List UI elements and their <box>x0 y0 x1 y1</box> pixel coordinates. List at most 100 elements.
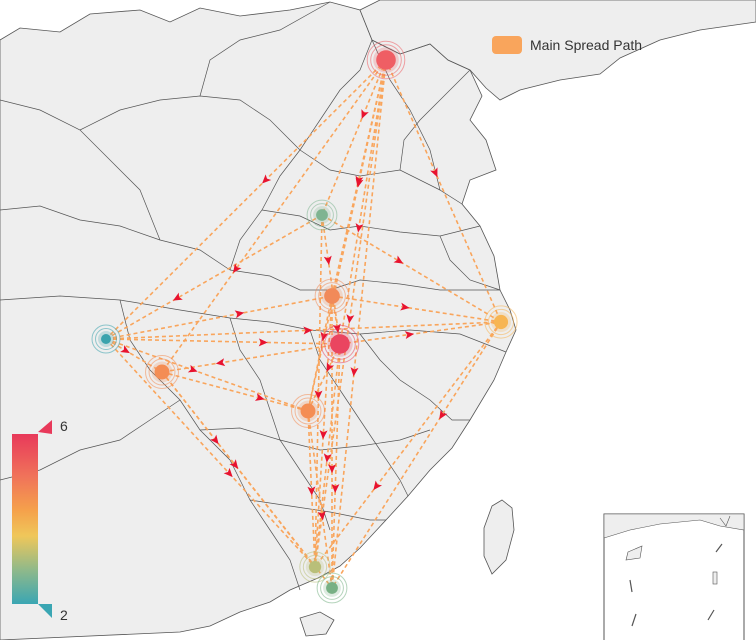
path-arrow <box>373 480 383 491</box>
path-arrow <box>346 314 355 324</box>
outbreak-node[interactable] <box>316 572 348 604</box>
spread-path <box>331 59 387 589</box>
spread-path <box>161 59 387 373</box>
path-arrow <box>254 393 265 401</box>
spread-path <box>105 59 387 340</box>
spread-path <box>314 343 341 568</box>
path-arrow <box>258 338 268 347</box>
path-arrow <box>328 464 336 474</box>
spread-path <box>339 59 387 345</box>
spread-path <box>161 371 333 589</box>
taiwan-island <box>483 499 515 575</box>
outbreak-node[interactable] <box>91 324 121 354</box>
node-ripple-ring <box>145 355 179 389</box>
path-arrow <box>355 223 364 233</box>
visual-map-max-label: 6 <box>60 418 68 434</box>
legend-label: Main Spread Path <box>530 37 643 53</box>
path-arrow <box>215 358 226 367</box>
spread-path <box>331 295 502 323</box>
outbreak-node[interactable] <box>299 551 331 583</box>
hainan-island <box>299 611 335 637</box>
node-ripple-ring <box>299 551 331 583</box>
path-arrow <box>314 390 323 400</box>
path-arrow <box>326 362 335 372</box>
legend-swatch <box>492 36 522 54</box>
path-arrow <box>303 326 313 335</box>
outbreak-nodes <box>91 40 518 604</box>
node-ripple-ring <box>91 324 121 354</box>
visual-map-bar <box>12 434 38 604</box>
outbreak-node[interactable] <box>366 40 406 80</box>
path-arrow <box>323 453 332 463</box>
path-arrow <box>400 302 410 311</box>
node-ripple-ring <box>318 282 346 310</box>
spread-path <box>105 295 333 340</box>
node-ripple-ring <box>487 308 515 336</box>
visual-map-max-handle[interactable] <box>38 420 52 434</box>
path-arrow <box>229 459 239 469</box>
outbreak-node[interactable] <box>484 305 518 339</box>
node-ripple-ring <box>370 44 402 76</box>
spread-path <box>331 321 502 589</box>
outbreak-node[interactable] <box>306 199 338 231</box>
outbreak-node[interactable] <box>314 278 350 314</box>
path-arrow <box>223 467 233 478</box>
spread-path <box>307 59 387 412</box>
node-ripple-ring <box>310 203 334 227</box>
node-ripple-ring <box>302 554 328 580</box>
spread-path <box>314 321 502 568</box>
south-sea-inset <box>603 513 745 640</box>
path-arrow <box>187 364 198 373</box>
node-dot <box>376 50 396 70</box>
node-dot <box>300 403 316 419</box>
node-dot <box>101 334 111 344</box>
node-ripple-ring <box>95 328 117 350</box>
node-ripple-ring <box>148 358 176 386</box>
node-dot <box>154 364 170 380</box>
visual-map[interactable] <box>12 420 52 618</box>
node-ripple-ring <box>320 576 344 600</box>
outbreak-node[interactable] <box>145 355 179 389</box>
node-dot <box>308 560 322 574</box>
path-arrow <box>393 255 404 264</box>
spread-path <box>314 59 387 568</box>
spread-path <box>105 338 309 412</box>
path-arrow <box>307 486 316 496</box>
path-arrow <box>439 409 448 420</box>
node-dot <box>493 314 509 330</box>
path-arrow <box>355 178 364 188</box>
node-ripple-ring <box>484 305 518 339</box>
path-arrow <box>317 510 326 521</box>
visual-map-min-label: 2 <box>60 607 68 623</box>
node-ripple-ring <box>320 324 360 364</box>
spread-path <box>307 343 341 412</box>
node-ripple-ring <box>324 328 356 360</box>
spread-paths <box>105 59 502 589</box>
path-arrow <box>323 255 332 266</box>
node-dot <box>330 334 350 354</box>
spread-path <box>105 321 502 340</box>
spread-path <box>314 214 323 568</box>
node-ripple-ring <box>291 394 325 428</box>
visual-map-min-handle[interactable] <box>38 604 52 618</box>
path-arrow <box>319 429 328 440</box>
node-ripple-ring <box>306 199 338 231</box>
spread-path <box>385 59 502 323</box>
node-dot <box>324 288 340 304</box>
node-ripple-ring <box>314 278 350 314</box>
spread-path <box>314 295 333 568</box>
path-arrow <box>404 331 415 340</box>
path-arrow <box>232 263 242 274</box>
outbreak-node[interactable] <box>291 394 325 428</box>
spread-path <box>331 295 341 345</box>
outbreak-node[interactable] <box>320 324 360 364</box>
path-arrow <box>361 109 369 119</box>
path-arrow <box>262 174 272 184</box>
node-dot <box>316 209 328 221</box>
legend[interactable]: Main Spread Path <box>492 36 642 54</box>
path-arrow <box>209 434 219 445</box>
path-arrow <box>120 345 130 354</box>
node-ripple-ring <box>294 397 322 425</box>
path-arrow <box>172 292 183 301</box>
